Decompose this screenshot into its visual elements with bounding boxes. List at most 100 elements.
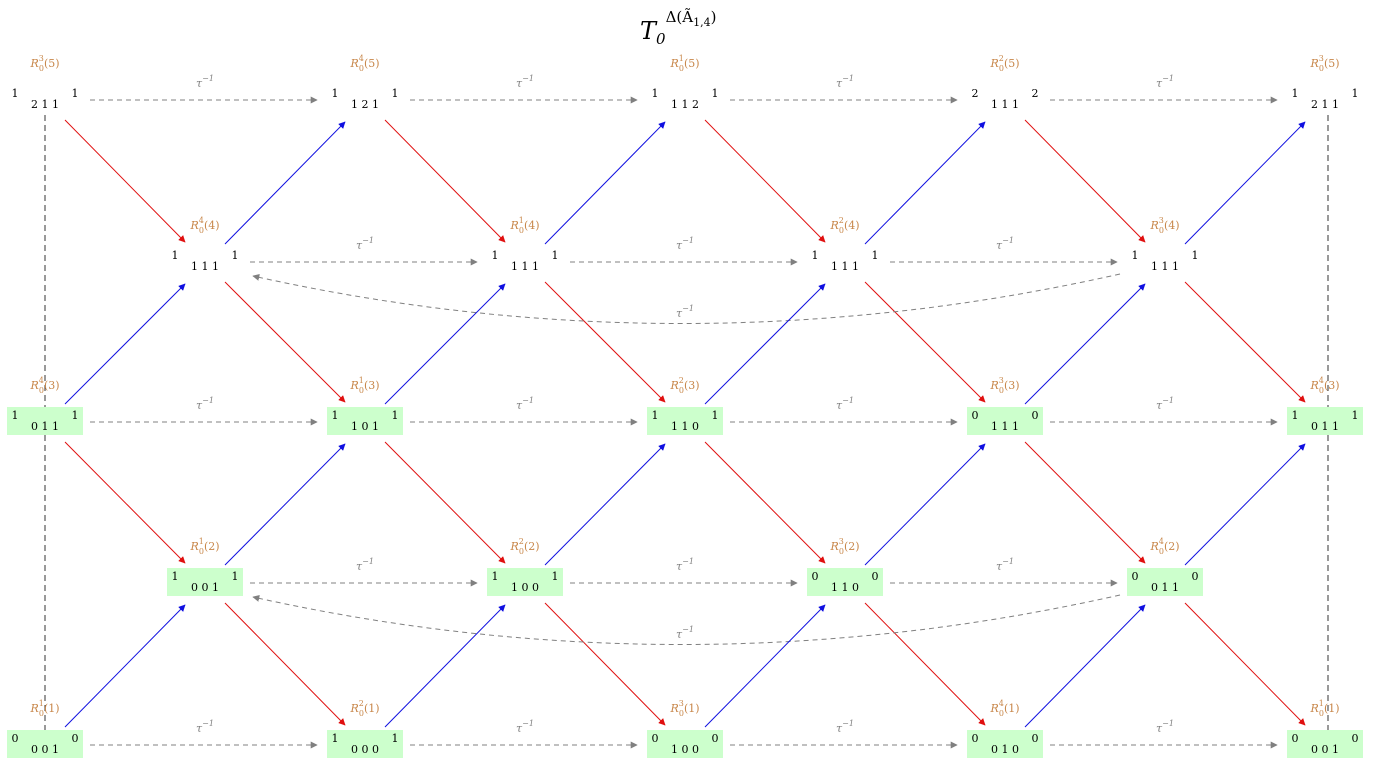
- node-middle: 1 1 1: [1151, 260, 1179, 273]
- node-highlight: [647, 407, 723, 435]
- tau-label: τ−1: [196, 74, 214, 90]
- node-left: 1: [172, 249, 179, 262]
- tau-arrow-curved: [252, 594, 1121, 645]
- name-arg: (1): [1004, 702, 1020, 715]
- arrow-down: [1024, 441, 1146, 564]
- name-sup: 4: [1319, 376, 1324, 385]
- name-base: R: [669, 57, 678, 70]
- node-left: 1: [1132, 249, 1139, 262]
- title: T0Δ(Ã1,4): [640, 8, 716, 48]
- node-right: 1: [72, 87, 79, 100]
- name-base: R: [829, 219, 838, 232]
- arrow-down: [864, 602, 986, 726]
- name-sub: 0: [999, 64, 1004, 73]
- name-sup: 3: [1319, 54, 1324, 63]
- node-highlight: [1287, 730, 1363, 758]
- arrow-up: [704, 283, 826, 405]
- tau-label: τ−1: [196, 396, 214, 412]
- tau-sup: −1: [1002, 236, 1014, 245]
- node-right: 0: [72, 732, 79, 745]
- node-middle: 0 1 1: [31, 420, 59, 433]
- name-arg: (4): [1164, 219, 1180, 232]
- node-left: 1: [172, 570, 179, 583]
- node-right: 2: [1032, 87, 1039, 100]
- name-base: R: [509, 540, 518, 553]
- arrow-up: [224, 121, 346, 245]
- module-node: 1 1 1 1 1 R2 0(4): [812, 216, 879, 273]
- name-arg: (2): [1164, 540, 1180, 553]
- name-base: R: [1309, 57, 1318, 70]
- name-base: R: [29, 57, 38, 70]
- tau-sup: −1: [522, 719, 534, 728]
- name-base: R: [669, 702, 678, 715]
- name-sup: 1: [519, 216, 524, 225]
- node-middle: 1 1 0: [671, 420, 699, 433]
- node-middle: 0 0 1: [191, 581, 219, 594]
- name-sup: 4: [1159, 537, 1164, 546]
- node-middle: 0 0 0: [351, 743, 379, 756]
- arrow-up: [384, 283, 506, 405]
- tau-base: τ: [1156, 722, 1163, 735]
- node-middle: 1 0 1: [351, 420, 379, 433]
- node-left: 1: [812, 249, 819, 262]
- node-right: 1: [72, 409, 79, 422]
- name-base: R: [1149, 540, 1158, 553]
- node-middle: 1 1 1: [831, 260, 859, 273]
- tau-sup: −1: [1162, 74, 1174, 83]
- node-middle: 1 1 2: [671, 98, 699, 111]
- name-base: R: [349, 57, 358, 70]
- arrow-up: [544, 121, 666, 245]
- tau-base: τ: [196, 722, 203, 735]
- node-left: 1: [332, 87, 339, 100]
- name-sub: 0: [39, 709, 44, 718]
- module-node: 1 1 1 1 1 R4 0(4): [172, 216, 239, 273]
- name-sup: 2: [999, 54, 1004, 63]
- arrow-down: [384, 119, 506, 243]
- name-sub: 0: [359, 709, 364, 718]
- node-right: 1: [1352, 87, 1359, 100]
- name-sup: 1: [1319, 699, 1324, 708]
- tau-sup: −1: [522, 74, 534, 83]
- node-left: 2: [972, 87, 979, 100]
- module-node: 1 1 1 1 1 R3 0(4): [1132, 216, 1199, 273]
- node-right: 0: [712, 732, 719, 745]
- node-right: 1: [1352, 409, 1359, 422]
- name-sub: 0: [839, 226, 844, 235]
- tau-label: τ−1: [1156, 396, 1174, 412]
- arrow-down: [1024, 119, 1146, 243]
- node-middle: 1 1 1: [191, 260, 219, 273]
- module-node: 1 2 1 1 1 R3 0(5): [1292, 54, 1359, 111]
- node-middle: 1 1 1: [511, 260, 539, 273]
- tau-label: τ−1: [516, 74, 534, 90]
- node-highlight: [1127, 568, 1203, 596]
- arrow-down: [64, 441, 186, 564]
- name-base: R: [829, 540, 838, 553]
- tau-label: τ−1: [676, 304, 694, 320]
- arrow-down: [1184, 602, 1306, 726]
- name-base: R: [989, 702, 998, 715]
- name-base: R: [669, 379, 678, 392]
- name-arg: (3): [684, 379, 700, 392]
- arrow-up: [64, 283, 186, 405]
- node-name: R2 0(5): [989, 54, 1019, 73]
- node-right: 0: [1192, 570, 1199, 583]
- name-sub: 0: [1319, 64, 1324, 73]
- arrow-down: [544, 602, 666, 726]
- node-left: 1: [332, 732, 339, 745]
- tau-sup: −1: [362, 557, 374, 566]
- node-name: R3 0(4): [1149, 216, 1179, 235]
- name-sup: 1: [39, 699, 44, 708]
- tau-label: τ−1: [516, 719, 534, 735]
- arrow-down: [704, 441, 826, 564]
- name-base: R: [349, 379, 358, 392]
- tau-sup: −1: [842, 74, 854, 83]
- node-left: 1: [1292, 87, 1299, 100]
- node-middle: 0 1 1: [1151, 581, 1179, 594]
- tau-sup: −1: [1162, 396, 1174, 405]
- name-sub: 0: [999, 386, 1004, 395]
- tau-base: τ: [836, 77, 843, 90]
